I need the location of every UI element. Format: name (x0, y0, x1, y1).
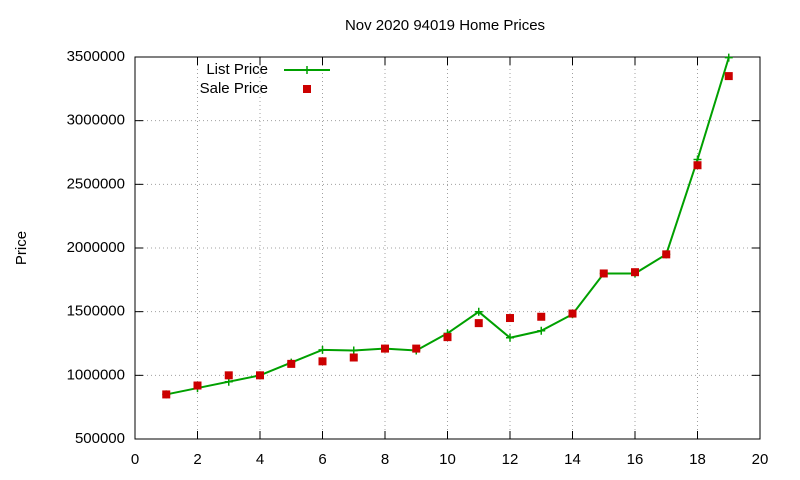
y-tick-label: 1500000 (67, 303, 125, 320)
y-tick-label: 3500000 (67, 48, 125, 65)
point (318, 357, 327, 366)
y-tick-label: 2000000 (67, 239, 125, 256)
y-tick-label: 2500000 (67, 175, 125, 192)
legend-label: List Price (206, 61, 268, 78)
point (568, 309, 577, 318)
x-tick-label: 18 (689, 451, 706, 468)
x-tick-label: 8 (381, 451, 389, 468)
point (412, 344, 421, 353)
point (631, 268, 639, 277)
y-tick-label: 1000000 (67, 366, 125, 383)
x-tick-label: 0 (131, 451, 139, 468)
point (599, 269, 608, 278)
plot-border (134, 56, 761, 440)
point (349, 353, 358, 362)
point (287, 359, 296, 368)
point (474, 307, 483, 316)
point (537, 326, 546, 335)
legend-swatch (303, 66, 311, 74)
x-tick-label: 10 (439, 451, 456, 468)
x-tick-label: 20 (752, 451, 769, 468)
point (724, 53, 733, 62)
x-tick-label: 6 (318, 451, 326, 468)
x-tick-label: 2 (193, 451, 201, 468)
point (474, 319, 483, 328)
y-tick-label: 3000000 (67, 112, 125, 129)
x-tick-label: 4 (256, 451, 264, 468)
point (693, 161, 702, 170)
point (506, 314, 514, 323)
line (166, 57, 730, 396)
point (662, 250, 671, 259)
point (224, 371, 233, 380)
point (381, 344, 389, 353)
y-axis-label: Price (13, 231, 30, 265)
legend-swatch (303, 85, 311, 93)
x-tick-label: 14 (564, 451, 581, 468)
point (318, 345, 327, 354)
x-tick-label: 16 (627, 451, 644, 468)
chart-title: Nov 2020 94019 Home Prices (345, 17, 545, 34)
point (256, 371, 264, 380)
point (193, 381, 202, 390)
point (349, 346, 358, 355)
point (506, 333, 514, 342)
x-tick-label: 12 (502, 451, 519, 468)
point (537, 312, 546, 321)
y-tick-label: 500000 (75, 430, 125, 447)
point (443, 333, 452, 342)
point (162, 390, 171, 399)
point (724, 72, 733, 81)
legend-label: Sale Price (200, 80, 268, 97)
